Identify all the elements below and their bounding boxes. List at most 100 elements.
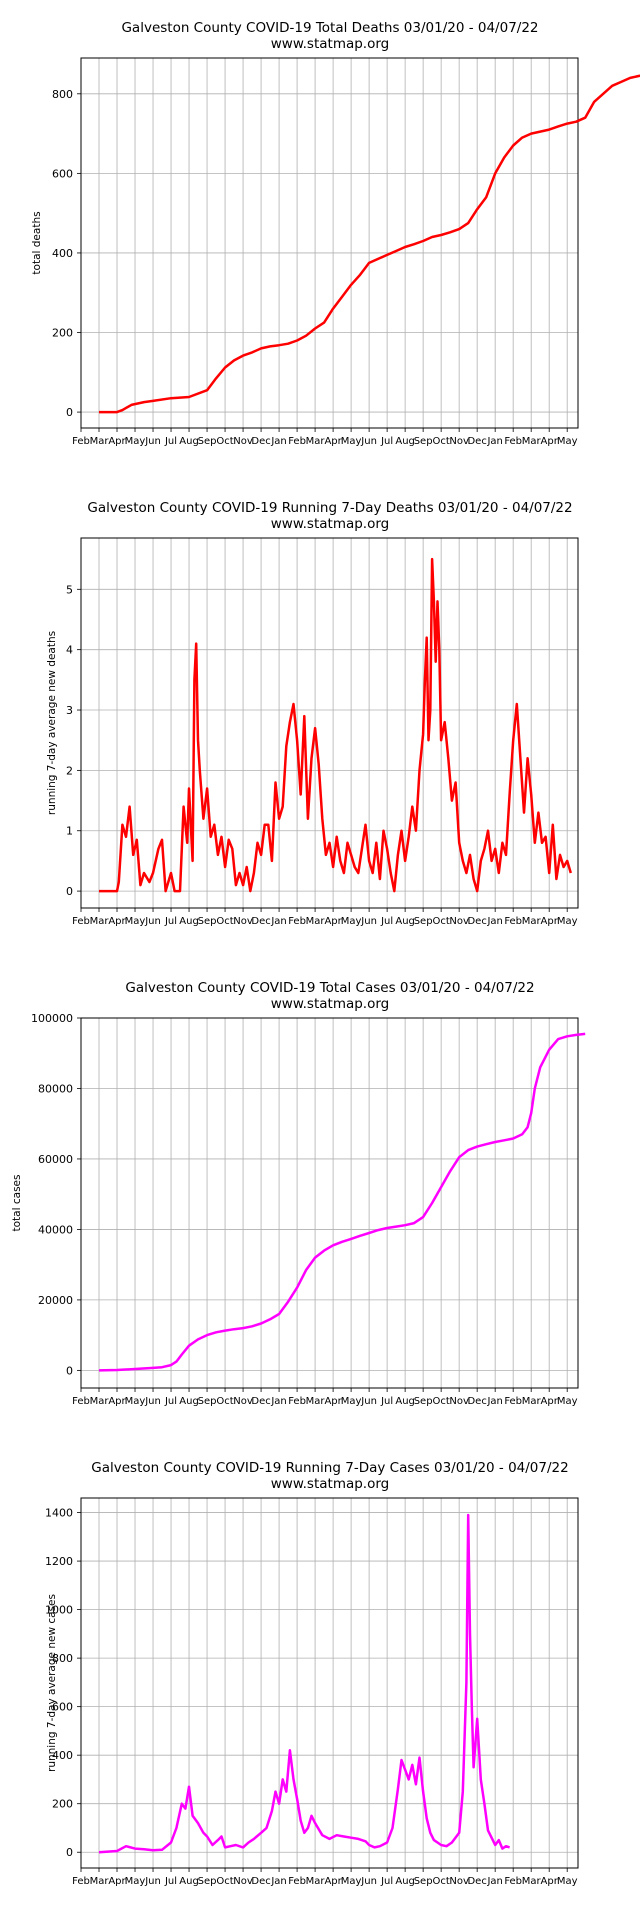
x-tick-label: Apr xyxy=(108,916,126,927)
x-tick-label: Feb xyxy=(504,436,522,447)
x-tick-label: Apr xyxy=(541,436,559,447)
axes-frame xyxy=(80,1017,579,1389)
x-tick-label: Feb xyxy=(72,1876,90,1887)
y-tick-label: 0 xyxy=(66,1364,73,1377)
x-tick-label: Nov xyxy=(233,1876,253,1887)
x-tick-label: Oct xyxy=(432,1876,449,1887)
x-tick-label: Nov xyxy=(233,436,253,447)
x-tick-label: Dec xyxy=(251,1396,270,1407)
x-tick-label: Feb xyxy=(504,916,522,927)
x-tick-label: Sep xyxy=(198,916,217,927)
x-tick-label: Mar xyxy=(522,1396,542,1407)
chart-title: Galveston County COVID-19 Total Cases 03… xyxy=(125,980,534,996)
x-tick-label: Jun xyxy=(144,916,161,927)
y-tick-label: 0 xyxy=(66,1846,73,1859)
x-tick-label: Aug xyxy=(395,1396,415,1407)
y-tick-label: 600 xyxy=(52,167,73,180)
x-tick-label: Jan xyxy=(270,1876,286,1887)
plot-area xyxy=(81,1498,578,1868)
x-tick-label: May xyxy=(341,1876,362,1887)
total-cases-chart: Galveston County COVID-19 Total Cases 03… xyxy=(11,980,586,1407)
x-tick-label: Dec xyxy=(467,1396,486,1407)
x-tick-label: Aug xyxy=(179,436,199,447)
y-tick-label: 80000 xyxy=(38,1082,73,1095)
x-tick-label: Mar xyxy=(90,436,110,447)
x-tick-label: Mar xyxy=(522,436,542,447)
y-tick-label: 600 xyxy=(52,1701,73,1714)
x-tick-label: Jul xyxy=(380,1396,393,1407)
plot-area xyxy=(81,538,578,908)
x-tick-label: Jun xyxy=(360,916,377,927)
x-tick-label: Aug xyxy=(179,916,199,927)
x-tick-label: Apr xyxy=(541,1396,559,1407)
x-tick-label: Nov xyxy=(449,1876,469,1887)
x-tick-label: Aug xyxy=(179,1396,199,1407)
x-tick-label: May xyxy=(125,436,146,447)
x-tick-label: Feb xyxy=(72,1396,90,1407)
y-tick-label: 400 xyxy=(52,1749,73,1762)
x-tick-label: Apr xyxy=(108,1876,126,1887)
x-tick-label: Oct xyxy=(432,436,449,447)
x-tick-label: Aug xyxy=(395,436,415,447)
x-tick-label: Mar xyxy=(306,916,326,927)
x-tick-label: Sep xyxy=(198,1876,217,1887)
x-tick-label: Dec xyxy=(251,1876,270,1887)
x-tick-label: Jun xyxy=(360,436,377,447)
x-tick-label: May xyxy=(557,1876,578,1887)
x-tick-label: Feb xyxy=(288,1396,306,1407)
plot-area xyxy=(81,1018,578,1388)
x-tick-label: Feb xyxy=(288,436,306,447)
x-tick-label: Apr xyxy=(108,436,126,447)
x-tick-label: May xyxy=(341,1396,362,1407)
x-tick-label: Oct xyxy=(216,436,233,447)
x-tick-label: Mar xyxy=(306,1396,326,1407)
y-tick-label: 1 xyxy=(66,825,73,838)
x-tick-label: Dec xyxy=(467,1876,486,1887)
y-tick-label: 40000 xyxy=(38,1223,73,1236)
x-tick-label: Dec xyxy=(251,436,270,447)
x-tick-label: Sep xyxy=(414,1396,433,1407)
x-tick-label: Mar xyxy=(306,436,326,447)
running-7day-cases-chart: Galveston County COVID-19 Running 7-Day … xyxy=(45,1460,579,1887)
series-line xyxy=(99,557,572,893)
axes-frame xyxy=(80,537,579,909)
x-tick-label: Jan xyxy=(486,436,502,447)
y-axis-label: total cases xyxy=(11,1175,23,1232)
x-tick-label: Jun xyxy=(144,1396,161,1407)
x-tick-label: Apr xyxy=(541,916,559,927)
y-axis-label: total deaths xyxy=(31,211,43,274)
x-tick-label: Dec xyxy=(467,916,486,927)
axes-frame xyxy=(80,57,579,429)
x-tick-label: Feb xyxy=(288,1876,306,1887)
y-tick-label: 1400 xyxy=(45,1507,73,1520)
x-tick-label: Sep xyxy=(414,436,433,447)
x-tick-label: Mar xyxy=(90,1396,110,1407)
axes-frame xyxy=(80,1497,579,1869)
x-tick-label: Jul xyxy=(164,436,177,447)
y-tick-label: 400 xyxy=(52,247,73,260)
y-tick-label: 100000 xyxy=(31,1012,73,1025)
x-tick-label: Aug xyxy=(179,1876,199,1887)
x-tick-label: Feb xyxy=(504,1876,522,1887)
chart-subtitle: www.statmap.org xyxy=(271,516,390,532)
x-tick-label: Oct xyxy=(216,916,233,927)
series-line xyxy=(99,74,640,414)
x-tick-label: Feb xyxy=(72,436,90,447)
y-tick-label: 4 xyxy=(66,644,73,657)
x-tick-label: Apr xyxy=(108,1396,126,1407)
y-axis-label: running 7-day average new cases xyxy=(46,1594,58,1772)
x-tick-label: Nov xyxy=(233,1396,253,1407)
x-tick-label: Jan xyxy=(486,1876,502,1887)
x-tick-label: Feb xyxy=(72,916,90,927)
chart-title: Galveston County COVID-19 Total Deaths 0… xyxy=(121,20,538,36)
chart-subtitle: www.statmap.org xyxy=(271,996,390,1012)
x-tick-label: Jun xyxy=(360,1396,377,1407)
x-tick-label: Mar xyxy=(90,916,110,927)
y-tick-label: 1000 xyxy=(45,1604,73,1617)
x-tick-label: Jul xyxy=(164,916,177,927)
y-tick-label: 0 xyxy=(66,406,73,419)
x-tick-label: Apr xyxy=(541,1876,559,1887)
x-tick-label: Aug xyxy=(395,916,415,927)
x-tick-label: May xyxy=(125,916,146,927)
x-tick-label: Nov xyxy=(449,1396,469,1407)
